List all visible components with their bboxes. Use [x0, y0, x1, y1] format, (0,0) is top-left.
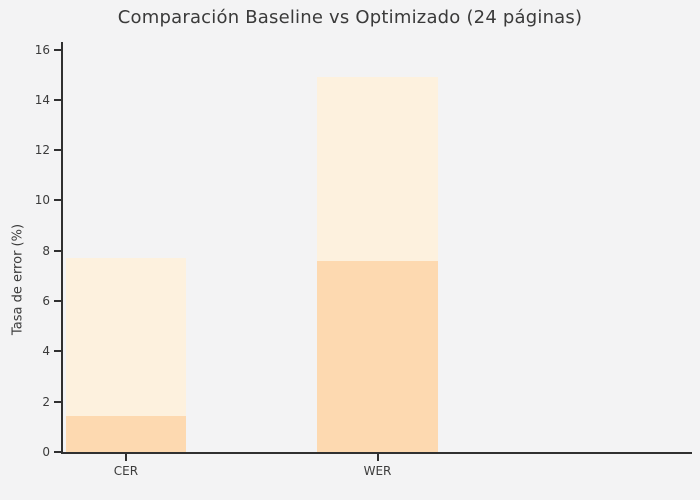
y-tick-label-0: 0 [42, 445, 50, 459]
x-tick-label-wer: WER [363, 464, 392, 478]
y-tick-label-12: 12 [34, 143, 50, 158]
y-tick-label-8: 8 [42, 243, 50, 258]
chart-title: Comparación Baseline vs Optimizado (24 p… [117, 7, 583, 28]
y-tick-mark-8 [54, 249, 61, 252]
y-tick-mark-0 [54, 451, 61, 453]
y-tick-mark-14 [54, 98, 61, 101]
y-tick-label-10: 10 [34, 193, 50, 208]
x-tick-mark-wer [376, 454, 379, 461]
x-tick-mark-cer [124, 454, 127, 461]
y-tick-mark-16 [54, 48, 61, 51]
y-tick-mark-2 [54, 400, 61, 403]
x-tick-label-cer: CER [113, 464, 139, 478]
y-tick-mark-4 [54, 350, 61, 353]
y-tick-mark-10 [54, 199, 61, 202]
bar-optimizado-cer [65, 415, 187, 452]
y-tick-label-14: 14 [34, 92, 50, 107]
plot-area: CER WER 0 2 4 6 8 10 12 14 16 [35, 42, 692, 477]
y-tick-mark-6 [54, 300, 61, 303]
y-tick-mark-12 [54, 149, 61, 152]
y-tick-label-16: 16 [34, 42, 50, 57]
y-tick-label-4: 4 [42, 344, 50, 359]
y-axis-label: Tasa de error (%) [10, 223, 26, 336]
y-tick-label-6: 6 [42, 294, 50, 309]
bar-optimizado-wer [317, 260, 438, 452]
y-tick-label-2: 2 [42, 394, 50, 409]
